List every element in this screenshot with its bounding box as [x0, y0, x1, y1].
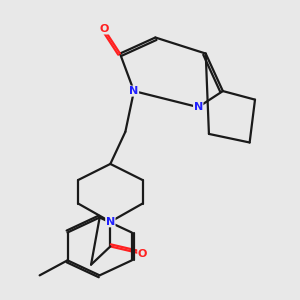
Text: O: O — [138, 249, 147, 259]
Text: O: O — [99, 24, 109, 34]
Text: N: N — [194, 102, 203, 112]
Text: N: N — [106, 217, 115, 227]
Text: N: N — [129, 86, 139, 96]
